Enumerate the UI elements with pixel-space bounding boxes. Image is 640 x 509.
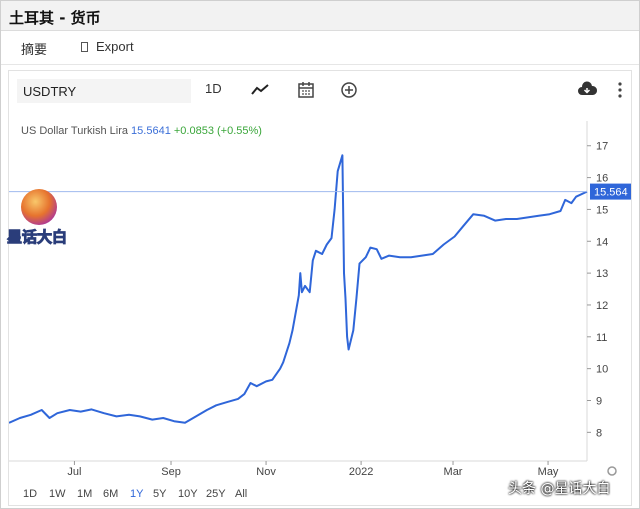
- legend-change: +0.0853 (+0.55%): [173, 125, 262, 137]
- tab-export-label: Export: [96, 39, 134, 54]
- chart-panel: 1D US Dollar Turkish Lira 15.5641: [8, 70, 632, 506]
- range-button-all[interactable]: All: [235, 488, 248, 500]
- y-tick-label: 16: [596, 173, 608, 185]
- symbol-input[interactable]: [17, 79, 191, 103]
- price-tag-bg: [590, 183, 631, 200]
- y-tick-label: 13: [596, 268, 608, 280]
- x-tick-label: Mar: [444, 466, 463, 478]
- y-tick-label: 11: [596, 332, 607, 344]
- tab-export[interactable]: Export: [81, 39, 134, 54]
- tab-bar: 摘要 Export: [1, 31, 639, 65]
- y-tick-label: 17: [596, 141, 608, 153]
- price-chart[interactable]: 8 9 10 11 12 13 14 15 16 17 Jul Sep Nov 2022 Mar May 15.…: [9, 71, 631, 481]
- x-tick-label: Nov: [256, 466, 276, 478]
- document-icon: [81, 42, 88, 52]
- title-bar: 土耳其 - 货币: [1, 1, 639, 31]
- range-button-1w[interactable]: 1W: [49, 488, 66, 500]
- x-tick-label: Sep: [161, 466, 181, 478]
- range-button-5y[interactable]: 5Y: [153, 488, 167, 500]
- gear-icon: [607, 466, 617, 476]
- chart-legend: US Dollar Turkish Lira 15.5641 +0.0853 (…: [21, 125, 262, 137]
- footer-watermark: 头条 @星话大白: [508, 481, 611, 497]
- legend-name: US Dollar Turkish Lira: [21, 125, 128, 137]
- y-tick-label: 8: [596, 427, 602, 439]
- x-tick-label: May: [538, 466, 559, 478]
- line-chart-icon[interactable]: [249, 79, 271, 101]
- range-button-10y[interactable]: 10Y: [178, 488, 198, 500]
- y-tick-label: 15: [596, 204, 608, 216]
- range-button-1m[interactable]: 1M: [77, 488, 93, 500]
- x-tick-label: Jul: [67, 466, 81, 478]
- watermark-logo: [21, 189, 57, 225]
- range-button-1d[interactable]: 1D: [23, 488, 38, 500]
- y-tick-label: 12: [596, 300, 608, 312]
- chart-toolbar: 1D: [9, 71, 631, 111]
- tab-summary[interactable]: 摘要: [21, 43, 48, 58]
- x-tick-label: 2022: [349, 466, 373, 478]
- watermark-logo-text: 星话大白: [6, 228, 68, 247]
- price-tag: 15.564: [594, 187, 628, 199]
- interval-button[interactable]: 1D: [205, 81, 222, 96]
- calendar-icon[interactable]: [295, 79, 317, 101]
- add-circle-icon[interactable]: [338, 79, 360, 101]
- y-tick-label: 14: [596, 236, 608, 248]
- series-line: [9, 154, 588, 424]
- y-tick-label: 9: [596, 395, 602, 407]
- range-button-25y[interactable]: 25Y: [206, 488, 226, 500]
- legend-price: 15.5641: [131, 125, 171, 137]
- y-tick-label: 10: [596, 364, 608, 376]
- more-icon[interactable]: [609, 79, 631, 101]
- range-button-6m[interactable]: 6M: [103, 488, 119, 500]
- page-title: 土耳其 - 货币: [9, 9, 101, 27]
- range-button-1y[interactable]: 1Y: [130, 488, 144, 500]
- cloud-download-icon[interactable]: [576, 79, 598, 101]
